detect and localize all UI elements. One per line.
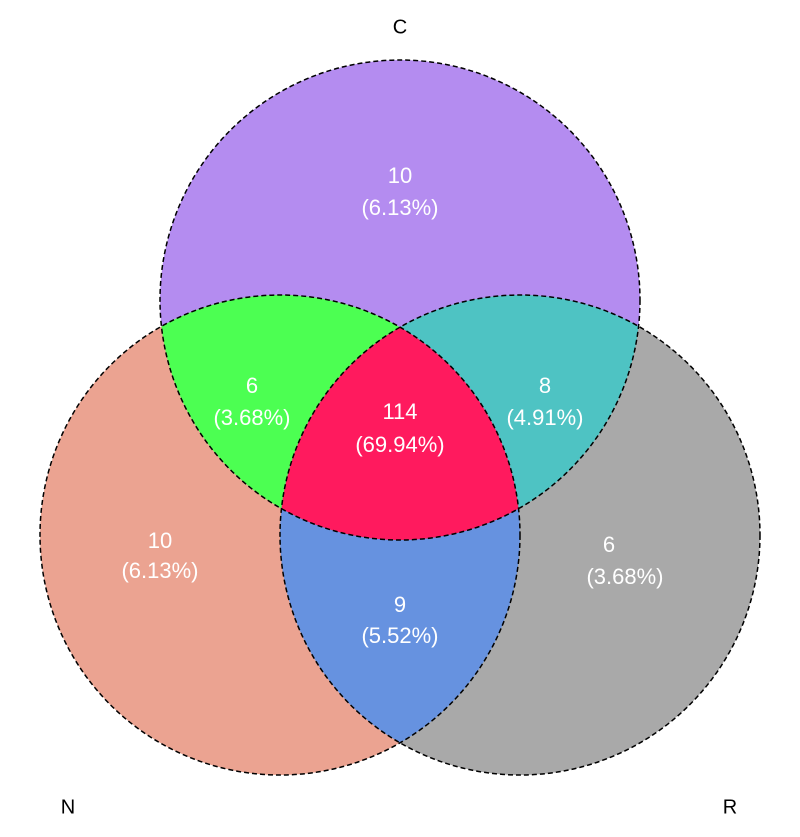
region-count: 6 <box>246 373 258 398</box>
region-count: 9 <box>394 592 406 617</box>
outline <box>279 294 761 776</box>
region-count: 6 <box>603 532 615 557</box>
set-label: C <box>393 16 407 38</box>
region-percent: (3.68%) <box>586 564 663 589</box>
region-percent: (3.68%) <box>213 405 290 430</box>
set-label: R <box>723 796 737 818</box>
region-percent: (6.13%) <box>121 558 198 583</box>
region-cnr <box>280 295 520 540</box>
region-percent: (6.13%) <box>361 195 438 220</box>
set-label: N <box>61 796 75 818</box>
region-count: 114 <box>382 399 417 424</box>
region-percent: (69.94%) <box>355 432 444 457</box>
region-count: 8 <box>539 373 551 398</box>
region-percent: (4.91%) <box>506 405 583 430</box>
region-count: 10 <box>148 528 172 553</box>
outline <box>39 294 521 776</box>
outline <box>159 59 641 541</box>
region-count: 10 <box>388 163 412 188</box>
region-percent: (5.52%) <box>361 623 438 648</box>
